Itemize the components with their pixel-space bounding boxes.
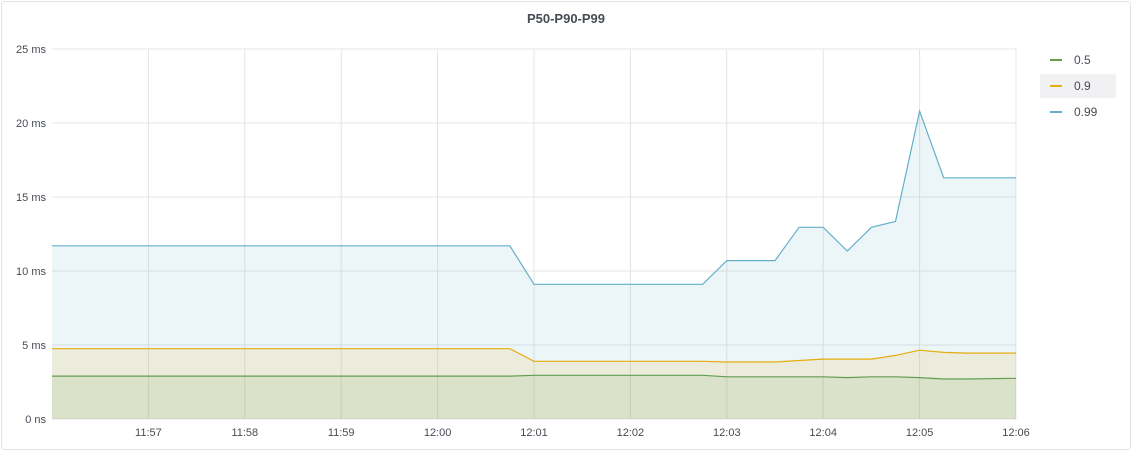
x-tick-label: 12:03 <box>713 427 741 439</box>
legend-swatch <box>1050 111 1062 113</box>
x-tick-label: 11:59 <box>328 427 355 439</box>
y-tick-label: 15 ms <box>16 192 46 204</box>
series-fill-0-99 <box>52 111 1016 419</box>
y-tick-label: 20 ms <box>16 118 46 130</box>
legend-label: 0.99 <box>1074 105 1098 119</box>
series-line-0-99 <box>52 109 1016 285</box>
y-tick-label: 10 ms <box>16 266 46 278</box>
x-tick-label: 12:01 <box>520 427 548 439</box>
x-tick-label: 12:02 <box>617 427 645 439</box>
legend-item[interactable]: 0.9 <box>1040 74 1116 98</box>
series-fill-0-5 <box>52 375 1016 419</box>
x-tick-label: 11:58 <box>231 427 258 439</box>
x-tick-label: 11:57 <box>135 427 162 439</box>
series-line-0-5 <box>52 374 1017 380</box>
x-tick-label: 12:04 <box>809 427 837 439</box>
legend-item[interactable]: 0.99 <box>1040 100 1116 124</box>
series-fill-0-9 <box>52 348 1016 419</box>
series-line-0-9 <box>52 348 1016 363</box>
y-tick-label: 0 ns <box>25 414 46 426</box>
legend: 0.5 0.9 0.99 <box>1040 48 1116 126</box>
x-tick-label: 12:06 <box>1002 427 1030 439</box>
legend-label: 0.5 <box>1074 53 1091 67</box>
panel-title[interactable]: P50-P90-P99 <box>526 11 606 26</box>
y-tick-label: 5 ms <box>22 340 46 352</box>
legend-swatch <box>1050 59 1062 61</box>
x-tick-label: 12:05 <box>906 427 934 439</box>
legend-label: 0.9 <box>1074 79 1091 93</box>
fill-layer <box>52 111 1016 419</box>
legend-item[interactable]: 0.5 <box>1040 48 1116 72</box>
x-axis-labels: 11:57 11:58 11:59 12:00 12:01 12:02 12:03 12:04… <box>135 427 1030 439</box>
legend-swatch <box>1050 85 1062 87</box>
grid-layer <box>52 48 1017 420</box>
y-axis-labels: 0 ns 5 ms 10 ms 15 ms 20 ms 25 ms <box>16 44 46 426</box>
y-tick-label: 25 ms <box>16 44 46 56</box>
line-layer <box>52 109 1017 380</box>
x-tick-label: 12:00 <box>424 427 452 439</box>
